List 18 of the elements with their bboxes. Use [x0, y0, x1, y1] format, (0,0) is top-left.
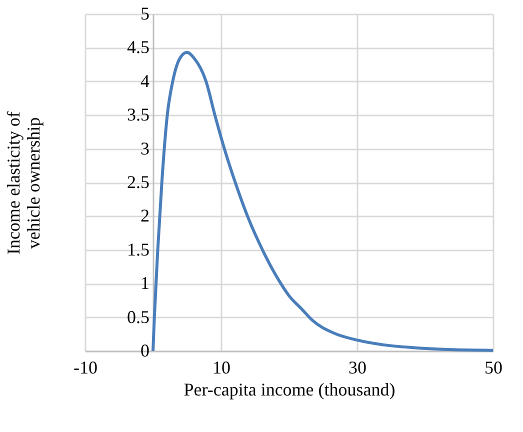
x-tick-label: 30 — [348, 358, 366, 378]
y-tick-label: 1.5 — [127, 239, 150, 260]
y-axis-title: Income elasticity of vehicle ownership — [4, 112, 44, 254]
y-tick-label: 0 — [140, 340, 150, 360]
y-tick-label: 2.5 — [127, 172, 150, 192]
y-tick-label: 4 — [140, 70, 150, 91]
x-tick-label: -10 — [74, 358, 98, 378]
y-tick-label: 5 — [140, 4, 150, 24]
y-tick-label: 3.5 — [127, 104, 150, 125]
y-tick-label: 4.5 — [127, 37, 150, 58]
y-tick-label: 3 — [140, 138, 150, 158]
x-tick-label: 50 — [484, 358, 502, 378]
y-tick-label: 0.5 — [127, 306, 150, 327]
line-series — [152, 50, 494, 352]
y-tick-label: 1 — [140, 273, 150, 294]
x-tick-label: 10 — [212, 358, 230, 378]
x-axis-title: Per-capita income (thousand) — [184, 380, 396, 400]
y-tick-label: 2 — [140, 206, 150, 226]
